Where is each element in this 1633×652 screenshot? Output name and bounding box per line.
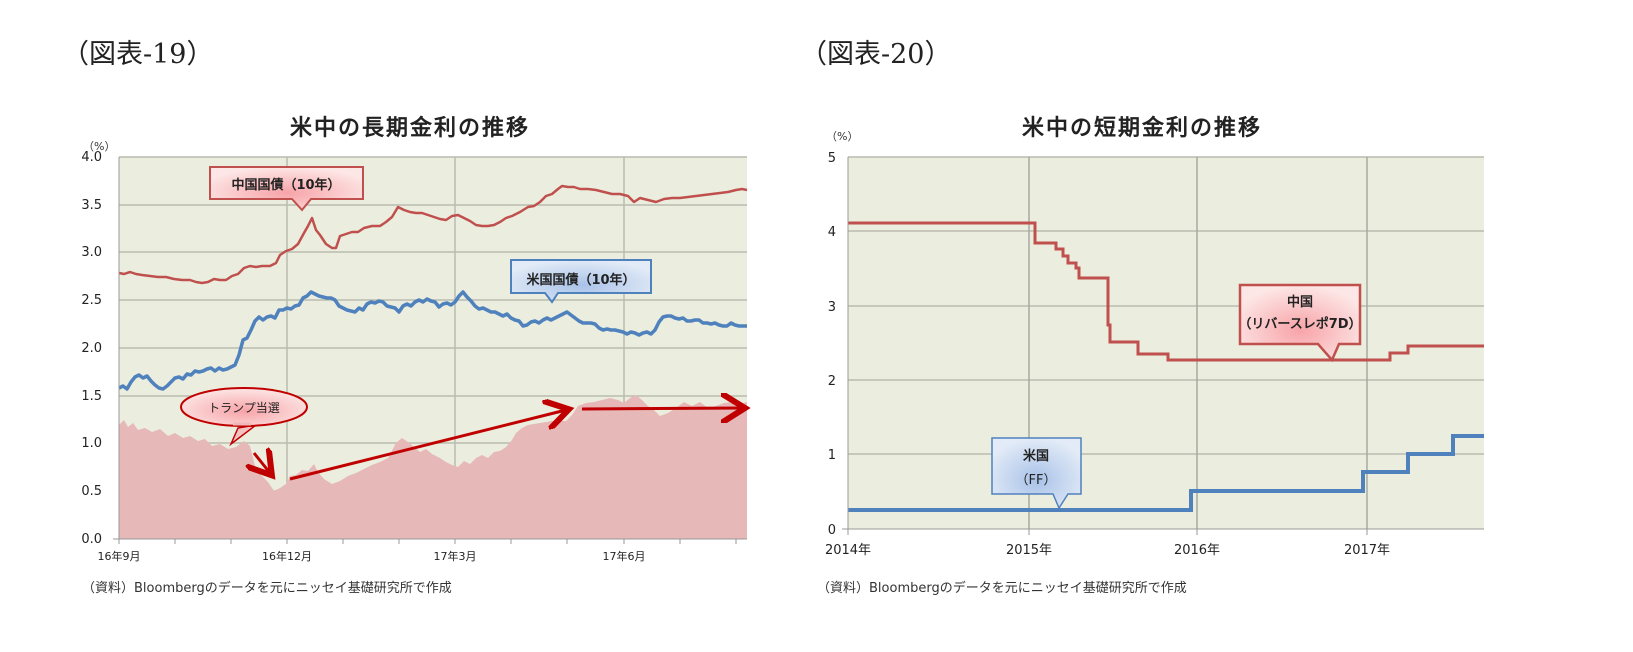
svg-text:3.0: 3.0 [81,245,102,260]
china-10y-callout: 中国国債（10年） [209,166,364,212]
svg-text:4: 4 [828,225,836,240]
svg-text:2.5: 2.5 [81,293,102,308]
us-10y-line [118,290,747,391]
svg-text:3.5: 3.5 [81,198,102,213]
svg-text:2.0: 2.0 [81,341,102,356]
chart-1-unit: （%） [83,140,116,153]
svg-text:米国: 米国 [1023,448,1049,464]
plot-area-2 [848,157,1484,529]
svg-text:（FF）: （FF） [1016,473,1057,488]
svg-text:2: 2 [828,374,836,389]
svg-text:中国国債（10年）: 中国国債（10年） [231,177,340,193]
svg-text:1: 1 [828,448,836,463]
short-term-rate-chart: 0 1 2 3 4 5 2014年 2015年 2016年 2017年 中国 （… [825,151,1484,558]
figure-20-label: （図表-20） [800,39,952,70]
us-ff-line [848,434,1484,512]
svg-text:米国国債（10年）: 米国国債（10年） [526,272,635,288]
y-tick-labels: 0.0 0.5 1.0 1.5 2.0 2.5 3.0 3.5 4.0 [81,150,102,547]
x-tick-labels-2: 2014年 2015年 2016年 2017年 [825,543,1390,558]
chart-2-unit: （%） [826,130,859,143]
svg-text:2017年: 2017年 [1344,543,1390,558]
x-tick-labels: 16年9月 16年12月 17年3月 17年6月 [98,549,646,563]
flat-spread-arrow [581,408,742,409]
spread-area [119,395,747,539]
y-tick-labels-2: 0 1 2 3 4 5 [828,151,836,538]
svg-text:17年3月: 17年3月 [434,549,477,563]
svg-text:中国: 中国 [1287,294,1313,310]
svg-text:1.0: 1.0 [81,436,102,451]
chart-1-title: 米中の長期金利の推移 [290,116,531,141]
rising-spread-arrow [289,410,566,481]
chart-1-source: （資料）Bloombergのデータを元にニッセイ基礎研究所で作成 [82,581,452,596]
svg-text:2016年: 2016年 [1174,543,1220,558]
figure-19-label: （図表-19） [62,39,214,70]
us-ff-callout: 米国 （FF） [991,437,1082,510]
chart-2-title: 米中の短期金利の推移 [1022,116,1263,141]
china-reverse-repo-line [848,221,1484,362]
us-10y-callout: 米国国債（10年） [510,259,652,304]
svg-text:2014年: 2014年 [825,543,871,558]
china-10y-line [118,184,748,285]
svg-text:（リバースレポ7D）: （リバースレポ7D） [1238,316,1361,332]
chart-2-source: （資料）Bloombergのデータを元にニッセイ基礎研究所で作成 [817,581,1187,596]
svg-text:16年9月: 16年9月 [98,549,141,563]
svg-text:0.5: 0.5 [81,484,102,499]
long-term-rate-chart: 0.0 0.5 1.0 1.5 2.0 2.5 3.0 3.5 4.0 16年9… [81,150,780,563]
svg-text:0: 0 [828,523,836,538]
svg-text:17年6月: 17年6月 [603,549,646,563]
svg-text:0.0: 0.0 [81,532,102,547]
china-repo-callout: 中国 （リバースレポ7D） [1238,283,1362,363]
svg-text:3: 3 [828,300,836,315]
svg-text:1.5: 1.5 [81,389,102,404]
trump-dip-arrow [254,453,270,473]
svg-text:トランプ当選: トランプ当選 [208,401,280,415]
svg-text:5: 5 [828,151,836,166]
svg-text:16年12月: 16年12月 [262,549,312,563]
gridlines-2 [848,156,1484,529]
svg-text:4.0: 4.0 [81,150,102,165]
svg-text:2015年: 2015年 [1006,543,1052,558]
trump-election-callout: トランプ当選 [180,387,308,447]
